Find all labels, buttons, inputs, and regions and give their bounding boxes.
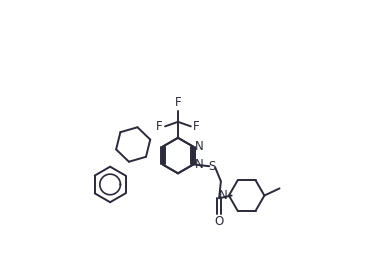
Text: N: N (195, 140, 203, 153)
Text: O: O (215, 215, 224, 228)
Text: N: N (195, 158, 203, 171)
Text: F: F (156, 120, 163, 133)
Text: F: F (175, 95, 181, 108)
Text: S: S (208, 160, 216, 173)
Text: F: F (193, 120, 199, 133)
Text: N: N (219, 189, 227, 202)
